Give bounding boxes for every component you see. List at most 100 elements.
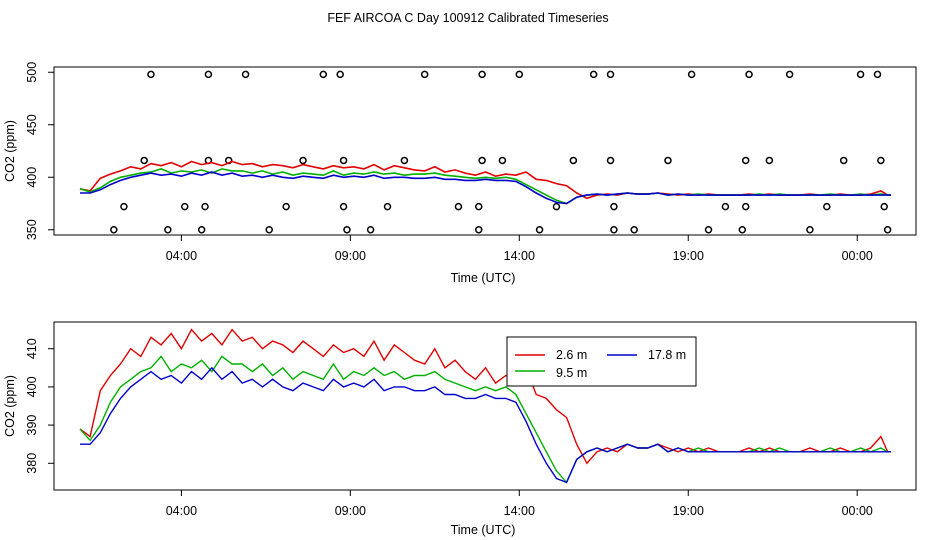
data-point — [741, 156, 750, 165]
data-point — [474, 202, 483, 211]
top-x-axis-label: Time (UTC) — [451, 271, 516, 285]
x-tick-label: 04:00 — [166, 504, 197, 518]
data-point — [610, 202, 618, 211]
data-point — [765, 156, 774, 165]
data-point — [339, 202, 348, 211]
data-point — [498, 156, 507, 165]
top-series-lines — [79, 160, 891, 205]
top-series-line — [79, 168, 891, 205]
data-point — [454, 202, 463, 211]
data-point — [823, 202, 831, 211]
data-point — [552, 202, 561, 211]
top-scatter-points — [110, 70, 892, 234]
data-point — [420, 70, 429, 79]
figure-title: FEF AIRCOA C Day 100912 Calibrated Times… — [327, 11, 608, 25]
y-tick-label: 410 — [25, 338, 39, 359]
top-plot-frame — [53, 66, 917, 236]
top-series-line — [80, 171, 891, 205]
data-point — [738, 226, 747, 234]
y-tick-label: 390 — [25, 415, 39, 436]
y-tick-label: 400 — [25, 167, 39, 188]
x-tick-label: 19:00 — [673, 249, 704, 263]
legend-label-17-8m: 17.8 m — [648, 348, 686, 362]
data-point — [366, 226, 375, 234]
data-point — [140, 156, 148, 165]
top-panel: 04:00 09:00 14:00 19:00 00:00 350 400 450 500 T… — [3, 62, 917, 285]
bottom-series-lines — [79, 328, 891, 484]
x-tick-label: 09:00 — [335, 504, 366, 518]
x-tick-label: 09:00 — [335, 249, 366, 263]
data-point — [687, 70, 696, 79]
top-y-axis-label: CO2 (ppm) — [3, 120, 17, 182]
legend: 2.6 m 17.8 m 9.5 m — [506, 336, 697, 387]
bottom-panel: 04:00 09:00 14:00 19:00 00:00 380 390 400 410 T… — [3, 321, 917, 537]
x-tick-label: 14:00 — [504, 504, 535, 518]
data-point — [664, 156, 672, 165]
series-line — [80, 366, 891, 484]
data-point — [110, 226, 118, 234]
data-point — [610, 226, 618, 234]
x-tick-label: 19:00 — [673, 504, 704, 518]
x-tick-label: 00:00 — [842, 249, 873, 263]
data-point — [741, 202, 750, 211]
data-point — [241, 70, 250, 79]
data-point — [569, 156, 578, 165]
x-tick-label: 14:00 — [504, 249, 535, 263]
data-point — [336, 70, 344, 79]
data-point — [606, 70, 615, 79]
data-point — [164, 226, 172, 234]
series-line — [79, 328, 891, 465]
data-point — [873, 70, 882, 79]
data-point — [120, 202, 128, 211]
bottom-y-axis-label: CO2 (ppm) — [3, 375, 17, 437]
top-x-axis: 04:00 09:00 14:00 19:00 00:00 — [166, 235, 873, 263]
data-point — [299, 156, 307, 165]
y-tick-label: 450 — [25, 114, 39, 135]
bottom-plot-frame — [53, 321, 917, 491]
data-point — [147, 70, 155, 79]
top-y-axis: 350 400 450 500 — [25, 62, 54, 240]
bottom-x-axis: 04:00 09:00 14:00 19:00 00:00 — [166, 490, 873, 518]
data-point — [630, 226, 638, 234]
data-point — [474, 226, 483, 234]
y-tick-label: 400 — [25, 376, 39, 397]
data-point — [478, 70, 486, 79]
data-point — [839, 156, 848, 165]
data-point — [785, 70, 794, 79]
legend-box — [506, 336, 697, 387]
data-point — [201, 202, 209, 211]
data-point — [282, 202, 290, 211]
y-tick-label: 350 — [25, 219, 39, 240]
bottom-x-axis-label: Time (UTC) — [451, 523, 516, 537]
data-point — [197, 226, 206, 234]
data-point — [745, 70, 753, 79]
data-point — [877, 156, 885, 165]
data-point — [880, 202, 888, 211]
data-point — [478, 156, 486, 165]
data-point — [515, 70, 524, 79]
data-point — [606, 156, 615, 165]
y-tick-label: 380 — [25, 453, 39, 474]
data-point — [343, 226, 351, 234]
legend-label-2-6m: 2.6 m — [556, 348, 587, 362]
legend-label-9-5m: 9.5 m — [556, 366, 587, 380]
data-point — [383, 202, 392, 211]
data-point — [721, 202, 730, 211]
data-point — [535, 226, 544, 234]
data-point — [856, 70, 865, 79]
data-point — [181, 202, 189, 211]
data-point — [806, 226, 814, 234]
data-point — [319, 70, 328, 79]
y-tick-label: 500 — [25, 62, 39, 83]
data-point — [400, 156, 409, 165]
data-point — [704, 226, 713, 234]
x-tick-label: 04:00 — [166, 249, 197, 263]
series-line — [79, 355, 891, 484]
data-point — [883, 226, 892, 234]
data-point — [589, 70, 598, 79]
x-tick-label: 00:00 — [842, 504, 873, 518]
data-point — [265, 226, 273, 234]
data-point — [339, 156, 348, 165]
